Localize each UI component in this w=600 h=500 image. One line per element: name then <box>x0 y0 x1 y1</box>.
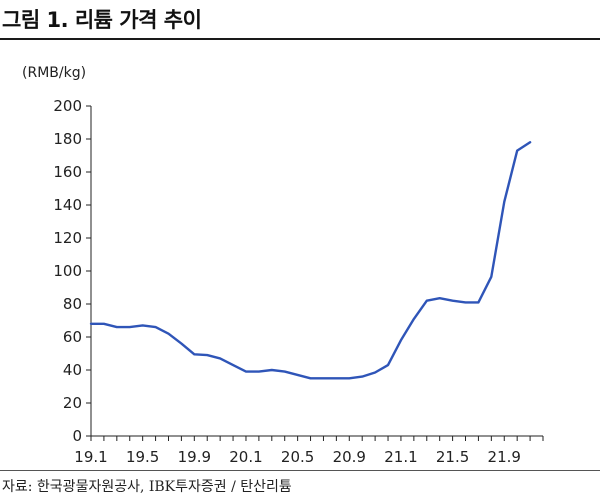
y-tick-label: 40 <box>63 361 82 379</box>
y-tick-label: 160 <box>53 163 82 181</box>
y-tick-label: 20 <box>63 394 82 412</box>
x-tick-label: 21.1 <box>384 448 417 466</box>
lithium-price-chart: (RMB/kg) 0 20 40 60 80 100 120 140 160 180 200 19.… <box>22 65 544 466</box>
y-tick-label: 80 <box>63 295 82 313</box>
x-tick-label: 19.5 <box>126 448 159 466</box>
series-layer <box>89 141 532 380</box>
page-title: 그림 1. 리튬 가격 추이 <box>2 8 202 32</box>
y-axis: 0 20 40 60 80 100 120 140 160 180 200 <box>53 97 92 445</box>
y-tick-label: 120 <box>53 229 82 247</box>
x-tick-label: 20.1 <box>229 448 262 466</box>
series-line-lithium-price <box>89 141 532 380</box>
y-tick-label: 180 <box>53 130 82 148</box>
y-tick-label: 60 <box>63 328 82 346</box>
y-axis-unit-label: (RMB/kg) <box>22 65 86 81</box>
y-tick-label: 100 <box>53 262 82 280</box>
title-divider <box>0 38 600 40</box>
y-tick-label: 140 <box>53 196 82 214</box>
y-tick-label: 200 <box>53 97 82 115</box>
x-axis: 19.1 19.5 19.9 20.1 20.5 20.9 21.1 21.5 21.9 <box>74 435 544 466</box>
x-tick-label: 21.9 <box>488 448 521 466</box>
y-tick-label: 0 <box>72 427 82 445</box>
x-tick-label: 21.5 <box>436 448 469 466</box>
footer-divider <box>0 470 600 471</box>
x-tick-label: 19.9 <box>178 448 211 466</box>
source-note: 자료: 한국광물자원공사, IBK투자증권 / 탄산리튬 <box>2 479 292 495</box>
x-tick-label: 19.1 <box>74 448 107 466</box>
x-tick-label: 20.5 <box>281 448 314 466</box>
x-tick-label: 20.9 <box>333 448 366 466</box>
